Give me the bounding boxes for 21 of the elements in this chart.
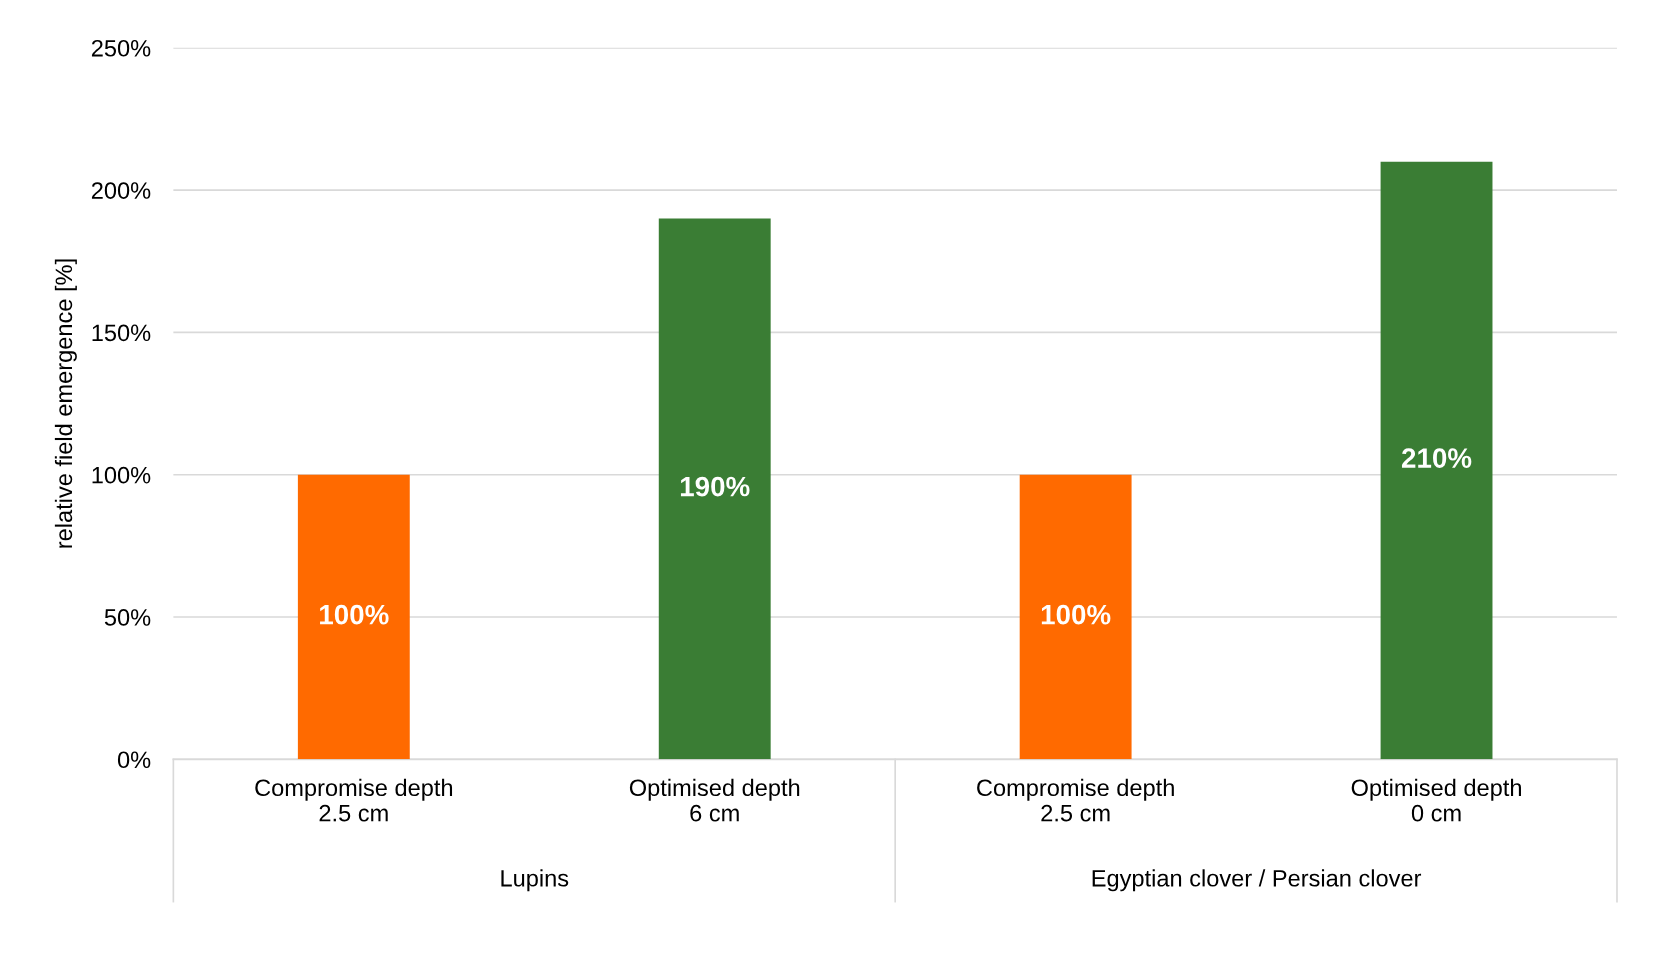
y-axis-title: relative field emergence [%] — [54, 259, 77, 548]
y-tick-label: 250% — [91, 39, 151, 57]
data-label: 210% — [1401, 448, 1472, 468]
bar — [658, 218, 771, 760]
y-tick-label: 150% — [92, 324, 151, 342]
text: Egyptian clover / Persian clover — [1092, 869, 1422, 892]
y-tick-label: 0% — [117, 751, 151, 769]
y-tick-label: 50% — [104, 609, 151, 626]
x-tick-label: Optimised depth 0 cm — [1351, 778, 1521, 822]
x-tick-label: Optimised depth 6 cm — [629, 778, 800, 822]
bar — [297, 474, 410, 760]
text: Lupins — [501, 869, 569, 892]
x-tick-label: Compromise depth 2.5 cm — [255, 778, 453, 822]
x-tick-label: Compromise depth 2.5 cm — [977, 778, 1174, 822]
data-label: 190% — [680, 476, 750, 497]
y-tick-label: 100% — [92, 466, 151, 484]
data-label: 100% — [320, 604, 389, 625]
bar — [1019, 474, 1132, 760]
y-tick-label: 200% — [91, 182, 151, 199]
bar — [1380, 161, 1493, 760]
data-label: 100% — [1041, 604, 1111, 625]
